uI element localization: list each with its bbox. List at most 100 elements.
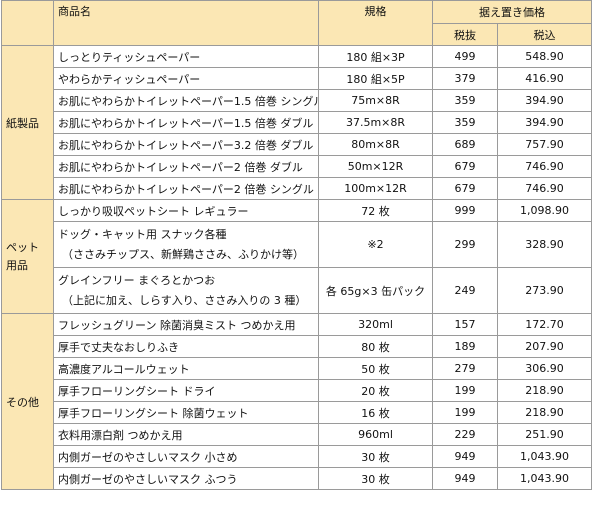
product-spec: 320ml <box>318 313 433 336</box>
price-tax-excluded: 189 <box>432 335 498 358</box>
price-tax-included: 394.90 <box>497 111 592 134</box>
price-tax-included: 548.90 <box>497 45 592 68</box>
table-row: お肌にやわらかトイレットペーパー3.2 倍巻 ダブル 80m×8R 689 75… <box>2 133 592 156</box>
header-tax-excluded: 税抜 <box>432 23 498 46</box>
category-other: その他 <box>1 313 54 490</box>
product-name: 厚手フローリングシート 除菌ウェット <box>53 401 319 424</box>
table-row: ドッグ・キャット用 スナック各種 （ささみチップス、新鮮鶏ささみ、ふりかけ等） … <box>2 221 592 268</box>
category-pet-line2: 用品 <box>6 258 28 272</box>
product-name-note: （上記に加え、しらす入り、ささみ入りの 3 種） <box>62 293 307 307</box>
price-tax-included: 757.90 <box>497 133 592 156</box>
price-tax-included: 416.90 <box>497 67 592 90</box>
price-tax-excluded: 199 <box>432 379 498 402</box>
price-tax-excluded: 199 <box>432 401 498 424</box>
header-subrow: 税抜 税込 <box>2 23 592 46</box>
table-row: 厚手フローリングシート 除菌ウェット 16 枚 199 218.90 <box>2 401 592 424</box>
table-row: 内側ガーゼのやさしいマスク ふつう 30 枚 949 1,043.90 <box>2 467 592 490</box>
price-tax-included: 746.90 <box>497 155 592 178</box>
product-name: 高濃度アルコールウェット <box>53 357 319 380</box>
table-row: グレインフリー まぐろとかつお （上記に加え、しらす入り、ささみ入りの 3 種）… <box>2 267 592 314</box>
product-spec: 37.5m×8R <box>318 111 433 134</box>
price-tax-excluded: 679 <box>432 155 498 178</box>
product-spec: 50 枚 <box>318 357 433 380</box>
table-row: 衣料用漂白剤 つめかえ用 960ml 229 251.90 <box>2 423 592 446</box>
price-tax-excluded: 949 <box>432 445 498 468</box>
product-name: お肌にやわらかトイレットペーパー3.2 倍巻 ダブル <box>53 133 319 156</box>
product-spec: ※2 <box>318 221 433 268</box>
product-spec: 72 枚 <box>318 199 433 222</box>
product-name: お肌にやわらかトイレットペーパー2 倍巻 シングル <box>53 177 319 200</box>
category-pet-line1: ペット <box>6 240 39 254</box>
price-tax-excluded: 359 <box>432 89 498 112</box>
product-name: 内側ガーゼのやさしいマスク ふつう <box>53 467 319 490</box>
price-tax-excluded: 949 <box>432 467 498 490</box>
product-spec: 180 組×5P <box>318 67 433 90</box>
product-name: お肌にやわらかトイレットペーパー2 倍巻 ダブル <box>53 155 319 178</box>
category-pet-supplies: ペット 用品 <box>1 199 54 314</box>
product-spec: 80m×8R <box>318 133 433 156</box>
price-tax-included: 1,043.90 <box>497 445 592 468</box>
product-name: ドッグ・キャット用 スナック各種 <box>58 227 227 241</box>
header-row: 商品名 規格 据え置き価格 <box>1 0 592 46</box>
product-name: しっかり吸収ペットシート レギュラー <box>53 199 319 222</box>
product-name: 厚手で丈夫なおしりふき <box>53 335 319 358</box>
table-row: お肌にやわらかトイレットペーパー2 倍巻 ダブル 50m×12R 679 746… <box>2 155 592 178</box>
product-spec: 100m×12R <box>318 177 433 200</box>
product-name: やわらかティッシュペーパー <box>53 67 319 90</box>
price-tax-included: 218.90 <box>497 401 592 424</box>
header-product-name: 商品名 <box>53 0 319 46</box>
table-row: お肌にやわらかトイレットペーパー1.5 倍巻 ダブル 37.5m×8R 359 … <box>2 111 592 134</box>
price-tax-included: 1,098.90 <box>497 199 592 222</box>
table-row: お肌にやわらかトイレットペーパー1.5 倍巻 シングル 75m×8R 359 3… <box>2 89 592 112</box>
price-tax-excluded: 679 <box>432 177 498 200</box>
price-tax-excluded: 379 <box>432 67 498 90</box>
product-spec: 180 組×3P <box>318 45 433 68</box>
price-tax-included: 328.90 <box>497 221 592 268</box>
product-name: お肌にやわらかトイレットペーパー1.5 倍巻 ダブル <box>53 111 319 134</box>
price-tax-included: 218.90 <box>497 379 592 402</box>
product-spec: 30 枚 <box>318 467 433 490</box>
table-row: その他 フレッシュグリーン 除菌消臭ミスト つめかえ用 320ml 157 17… <box>1 313 592 490</box>
product-spec: 75m×8R <box>318 89 433 112</box>
product-name: 内側ガーゼのやさしいマスク 小さめ <box>53 445 319 468</box>
product-name: お肌にやわらかトイレットペーパー1.5 倍巻 シングル <box>53 89 319 112</box>
header-fixed-price: 据え置き価格 <box>432 0 592 24</box>
price-tax-included: 306.90 <box>497 357 592 380</box>
price-tax-excluded: 279 <box>432 357 498 380</box>
price-tax-excluded: 249 <box>432 267 498 314</box>
header-spec: 規格 <box>318 0 433 46</box>
category-paper-products: 紙製品 <box>1 45 54 200</box>
price-tax-included: 273.90 <box>497 267 592 314</box>
price-tax-excluded: 499 <box>432 45 498 68</box>
price-tax-excluded: 689 <box>432 133 498 156</box>
price-tax-included: 251.90 <box>497 423 592 446</box>
price-tax-included: 746.90 <box>497 177 592 200</box>
header-tax-included: 税込 <box>497 23 592 46</box>
price-tax-excluded: 157 <box>432 313 498 336</box>
price-table: 商品名 規格 据え置き価格 税抜 税込 紙製品 しっとりティッシュペーパー 18… <box>1 0 592 490</box>
product-name: 厚手フローリングシート ドライ <box>53 379 319 402</box>
price-tax-excluded: 359 <box>432 111 498 134</box>
price-tax-excluded: 299 <box>432 221 498 268</box>
product-name-multiline: グレインフリー まぐろとかつお （上記に加え、しらす入り、ささみ入りの 3 種） <box>53 267 319 314</box>
table-row: やわらかティッシュペーパー 180 組×5P 379 416.90 <box>2 67 592 90</box>
price-tax-included: 172.70 <box>497 313 592 336</box>
product-spec: 各 65g×3 缶パック <box>318 267 433 314</box>
product-name: フレッシュグリーン 除菌消臭ミスト つめかえ用 <box>53 313 319 336</box>
table-row: ペット 用品 しっかり吸収ペットシート レギュラー 72 枚 999 1,098… <box>1 199 592 314</box>
product-name: しっとりティッシュペーパー <box>53 45 319 68</box>
table-row: お肌にやわらかトイレットペーパー2 倍巻 シングル 100m×12R 679 7… <box>2 177 592 200</box>
product-spec: 16 枚 <box>318 401 433 424</box>
table-row: 高濃度アルコールウェット 50 枚 279 306.90 <box>2 357 592 380</box>
table-row: 厚手フローリングシート ドライ 20 枚 199 218.90 <box>2 379 592 402</box>
price-tax-included: 207.90 <box>497 335 592 358</box>
product-spec: 20 枚 <box>318 379 433 402</box>
product-name: 衣料用漂白剤 つめかえ用 <box>53 423 319 446</box>
product-spec: 80 枚 <box>318 335 433 358</box>
table-row: 紙製品 しっとりティッシュペーパー 180 組×3P 499 548.90 <box>1 45 592 200</box>
price-tax-excluded: 229 <box>432 423 498 446</box>
product-name-multiline: ドッグ・キャット用 スナック各種 （ささみチップス、新鮮鶏ささみ、ふりかけ等） <box>53 221 319 268</box>
price-tax-excluded: 999 <box>432 199 498 222</box>
product-name: グレインフリー まぐろとかつお <box>58 273 216 287</box>
product-spec: 960ml <box>318 423 433 446</box>
